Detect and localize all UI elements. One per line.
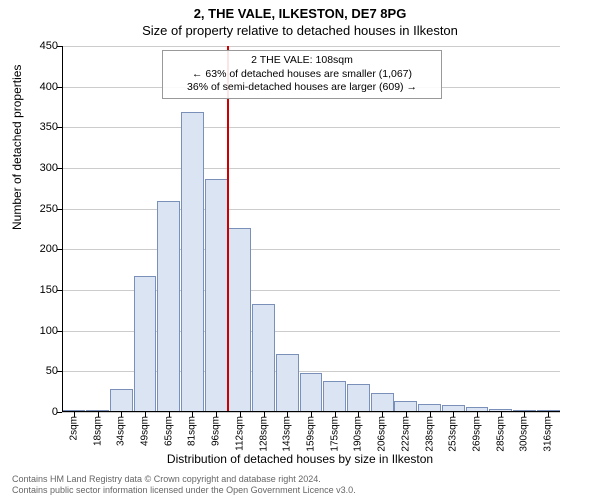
grid-line bbox=[62, 46, 560, 47]
annotation-box: 2 THE VALE: 108sqm ← 63% of detached hou… bbox=[162, 50, 442, 99]
histogram-bar bbox=[205, 179, 228, 412]
footer-attribution: Contains HM Land Registry data © Crown c… bbox=[12, 474, 356, 497]
y-tick-label: 450 bbox=[18, 40, 58, 52]
footer-line: Contains public sector information licen… bbox=[12, 485, 356, 496]
histogram-bar bbox=[181, 112, 204, 412]
x-tick-label: 96sqm bbox=[211, 416, 222, 446]
grid-line bbox=[62, 209, 560, 210]
histogram-bar bbox=[323, 381, 346, 412]
y-tick-label: 50 bbox=[18, 365, 58, 377]
y-tick-label: 300 bbox=[18, 162, 58, 174]
y-tick-label: 400 bbox=[18, 81, 58, 93]
x-tick-label: 81sqm bbox=[187, 416, 198, 446]
x-tick-label: 18sqm bbox=[92, 416, 103, 446]
x-tick-label: 253sqm bbox=[448, 416, 459, 452]
x-axis bbox=[62, 411, 560, 412]
grid-line bbox=[62, 168, 560, 169]
y-tick-label: 200 bbox=[18, 243, 58, 255]
y-tick-label: 0 bbox=[18, 406, 58, 418]
histogram-bar bbox=[157, 201, 180, 412]
x-tick-label: 112sqm bbox=[234, 416, 245, 451]
grid-line bbox=[62, 127, 560, 128]
x-tick-label: 49sqm bbox=[140, 416, 151, 446]
x-tick-label: 316sqm bbox=[543, 416, 554, 452]
y-tick-label: 350 bbox=[18, 121, 58, 133]
x-axis-label: Distribution of detached houses by size … bbox=[0, 452, 600, 466]
x-tick-label: 285sqm bbox=[495, 416, 506, 452]
x-tick-label: 222sqm bbox=[400, 416, 411, 452]
x-tick-label: 300sqm bbox=[519, 416, 530, 452]
histogram-bar bbox=[110, 389, 133, 412]
x-tick-label: 269sqm bbox=[472, 416, 483, 452]
histogram-bar bbox=[252, 304, 275, 412]
page-subtitle: Size of property relative to detached ho… bbox=[0, 23, 600, 38]
histogram-bar bbox=[134, 276, 157, 412]
x-tick-label: 175sqm bbox=[329, 416, 340, 452]
x-tick-label: 206sqm bbox=[377, 416, 388, 452]
annotation-line: 2 THE VALE: 108sqm bbox=[169, 54, 435, 68]
x-tick-label: 159sqm bbox=[306, 416, 317, 452]
x-tick-label: 143sqm bbox=[282, 416, 293, 452]
histogram-chart: 0501001502002503003504004502sqm18sqm34sq… bbox=[62, 46, 560, 412]
histogram-bar bbox=[276, 354, 299, 412]
histogram-bar bbox=[228, 228, 251, 412]
histogram-bar bbox=[371, 393, 394, 412]
histogram-bar bbox=[300, 373, 323, 412]
x-tick-label: 190sqm bbox=[353, 416, 364, 452]
annotation-line: ← 63% of detached houses are smaller (1,… bbox=[169, 68, 435, 82]
x-tick-label: 65sqm bbox=[163, 416, 174, 446]
x-tick-label: 238sqm bbox=[424, 416, 435, 452]
x-tick-label: 2sqm bbox=[68, 416, 79, 440]
grid-line bbox=[62, 249, 560, 250]
y-tick-label: 150 bbox=[18, 284, 58, 296]
histogram-bar bbox=[347, 384, 370, 412]
y-tick-label: 100 bbox=[18, 325, 58, 337]
x-tick-label: 34sqm bbox=[116, 416, 127, 446]
y-tick-label: 250 bbox=[18, 203, 58, 215]
marker-line bbox=[227, 46, 229, 412]
y-axis bbox=[62, 46, 63, 412]
page-title: 2, THE VALE, ILKESTON, DE7 8PG bbox=[0, 6, 600, 21]
x-tick-label: 128sqm bbox=[258, 416, 269, 452]
annotation-line: 36% of semi-detached houses are larger (… bbox=[169, 81, 435, 95]
footer-line: Contains HM Land Registry data © Crown c… bbox=[12, 474, 356, 485]
